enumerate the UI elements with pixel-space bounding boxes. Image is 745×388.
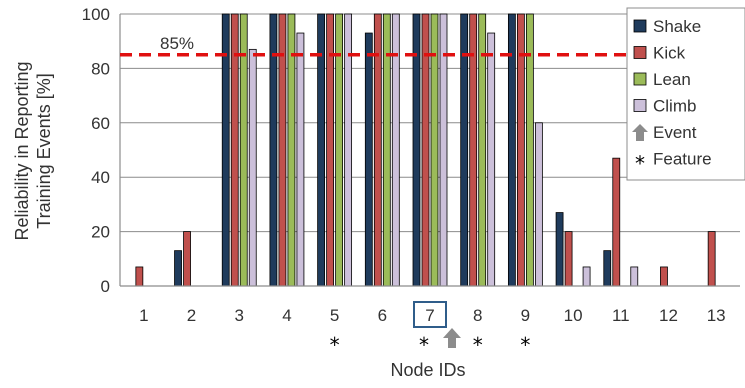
x-tick-label: 4: [282, 306, 291, 325]
x-tick-label: 11: [612, 306, 630, 325]
x-tick-label: 1: [139, 306, 148, 325]
feature-marker-node-5: *: [330, 333, 340, 357]
legend-swatch-kick: [633, 46, 647, 59]
x-tick-label: 8: [473, 306, 482, 325]
feature-marker-node-8: *: [473, 333, 483, 357]
feature-marker-node-7: *: [419, 333, 429, 357]
x-tick-label: 12: [659, 306, 678, 325]
bars: [135, 13, 716, 287]
feature-marker-node-9: *: [520, 333, 530, 357]
bar-kick-node-12: [660, 266, 668, 287]
axes: [119, 14, 740, 287]
legend-label-feature: Feature: [653, 150, 712, 169]
y-axis-title-line-2: Training Events [%]: [34, 73, 54, 228]
x-tick-label: 2: [187, 306, 196, 325]
bar-climb-node-11: [630, 266, 639, 287]
legend-label-shake: Shake: [653, 17, 701, 36]
legend-label-kick: Kick: [653, 44, 686, 63]
bar-shake-node-10: [555, 212, 564, 287]
feature-markers: * * * *: [330, 328, 530, 357]
x-tick-label: 13: [707, 306, 726, 325]
threshold-label: 85%: [160, 34, 194, 53]
bar-kick-node-10: [564, 231, 573, 287]
y-tick-label: 80: [91, 59, 110, 78]
x-tick-label: 9: [521, 306, 530, 325]
x-tick-label: 5: [330, 306, 339, 325]
y-tick-label: 0: [101, 277, 110, 296]
bar-kick-node-13: [707, 231, 716, 287]
bar-shake-node-2: [174, 250, 182, 287]
legend-swatch-shake: [633, 19, 647, 33]
y-tick-label: 20: [91, 223, 110, 242]
bar-kick-node-2: [183, 231, 191, 287]
x-tick-label: 3: [234, 306, 243, 325]
bar-shake-node-11: [603, 250, 612, 287]
bar-kick-node-11: [612, 157, 621, 287]
legend-label-lean: Lean: [653, 70, 691, 89]
event-arrow-icon: [443, 328, 461, 348]
bar-climb-node-4: [296, 32, 305, 287]
bar-kick-node-1: [135, 266, 144, 287]
legend-label-climb: Climb: [653, 97, 696, 116]
x-axis-title: Node IDs: [390, 360, 465, 380]
bar-climb-node-10: [582, 266, 591, 287]
y-tick-label: 40: [91, 168, 110, 187]
y-tick-label: 100: [82, 5, 110, 24]
bar-climb-node-9: [534, 122, 543, 287]
x-tick-label: 6: [378, 306, 387, 325]
y-axis-title-line-1: Reliability in Reporting: [12, 61, 32, 240]
x-tick-label: 7: [425, 306, 434, 325]
x-tick-label: 10: [564, 306, 583, 325]
legend-swatch-climb: [633, 99, 647, 112]
legend-label-event: Event: [653, 123, 697, 142]
bar-shake-node-6: [364, 32, 373, 287]
y-tick-labels: 0 20 40 60 80 100: [82, 5, 110, 296]
legend-arrow-up-icon: [632, 124, 648, 141]
bar-climb-node-8: [487, 32, 496, 287]
bar-climb-node-3: [248, 48, 257, 287]
x-tick-labels: 1 2 3 4 5 6 7 8 9 10 11 12 13: [139, 301, 726, 328]
y-tick-label: 60: [91, 114, 110, 133]
highlight-box-node-7: [413, 301, 447, 328]
legend: Shake Kick Lean Climb Event * Feature: [626, 7, 745, 181]
legend-frame: [626, 7, 745, 181]
legend-swatch-lean: [633, 72, 647, 86]
legend-feature-symbol: *: [635, 152, 645, 176]
